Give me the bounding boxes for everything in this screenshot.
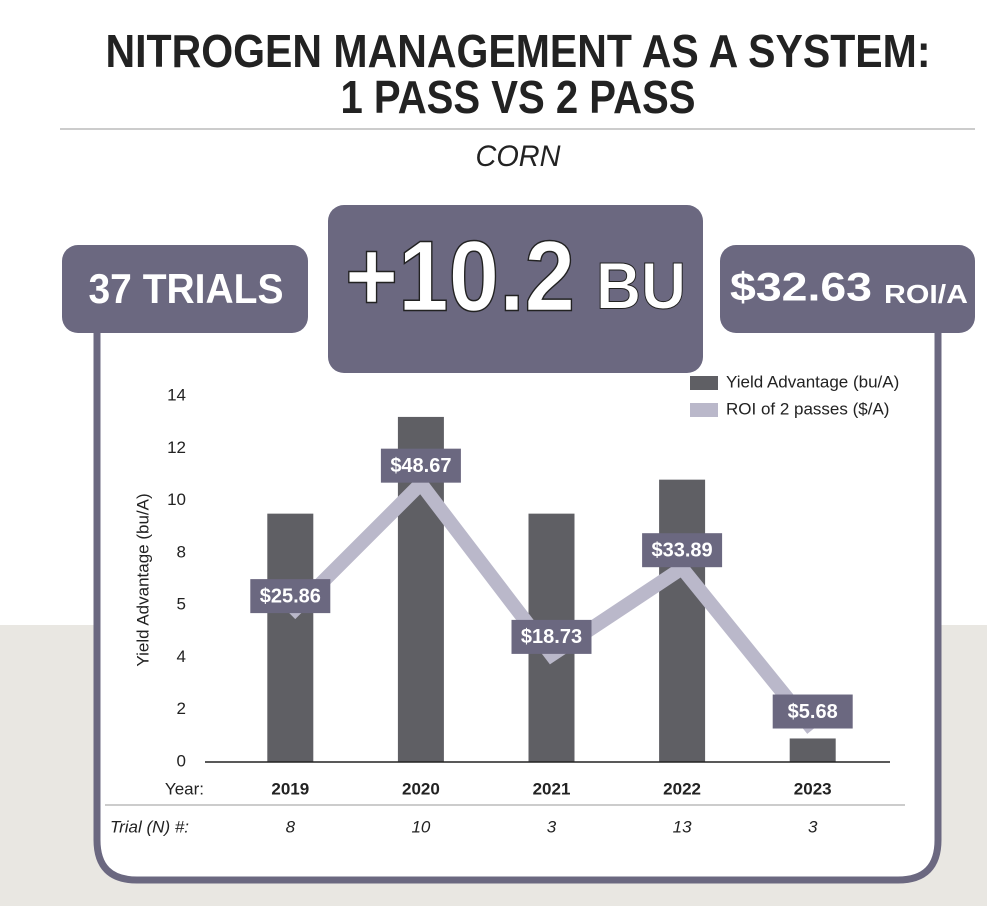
- y-tick-label: 14: [167, 385, 186, 404]
- stat-box: [62, 245, 308, 333]
- stat-trials: 37 TRIALS: [89, 265, 284, 312]
- y-tick-label: 5: [177, 595, 186, 614]
- value-label: $33.89: [652, 539, 713, 561]
- x-tick-label: 2023: [794, 779, 832, 798]
- trial-label: Trial (N) #:: [110, 817, 189, 836]
- trial-count: 13: [673, 817, 692, 836]
- x-tick-label: 2022: [663, 779, 701, 798]
- trial-count: 3: [547, 817, 557, 836]
- y-tick-label: 8: [177, 542, 186, 561]
- bar: [267, 513, 314, 762]
- trial-count: 3: [808, 817, 818, 836]
- value-label-box: [642, 533, 723, 568]
- bar: [659, 479, 706, 762]
- y-tick-label: 0: [177, 751, 186, 770]
- value-label-box: [250, 579, 331, 614]
- value-label-box: [380, 448, 461, 483]
- stat-yield-unit: BU: [596, 248, 686, 322]
- subtitle: CORN: [476, 140, 561, 173]
- roi-line: [285, 473, 819, 734]
- year-label: Year:: [165, 779, 204, 798]
- y-axis-label: Yield Advantage (bu/A): [133, 493, 152, 666]
- stat-roi-unit: ROI/A: [884, 279, 968, 309]
- stat-roi: $32.63: [730, 266, 872, 310]
- value-label: $48.67: [390, 455, 451, 477]
- stat-yield: +10.2: [345, 220, 575, 332]
- stat-box: [328, 205, 703, 373]
- bar: [789, 738, 836, 762]
- legend-swatch: [690, 403, 718, 417]
- y-tick-label: 10: [167, 490, 186, 509]
- panel-outline: [93, 330, 942, 884]
- legend-swatch: [690, 376, 718, 390]
- y-tick-label: 12: [167, 438, 186, 457]
- legend-label: Yield Advantage (bu/A): [726, 372, 899, 391]
- title-line: NITROGEN MANAGEMENT AS A SYSTEM:: [106, 25, 931, 77]
- x-tick-label: 2019: [271, 779, 309, 798]
- x-tick-label: 2021: [533, 779, 571, 798]
- trial-count: 8: [286, 817, 296, 836]
- plot: 0 2 4 5 8 10 12 14 $25.86 $48.67 $18.73 $33.89 $5.68…: [167, 372, 899, 836]
- x-tick-label: 2020: [402, 779, 440, 798]
- value-label: $25.86: [260, 585, 321, 607]
- value-label-box: [511, 619, 592, 654]
- value-label: $18.73: [521, 626, 582, 648]
- title-line: 1 PASS VS 2 PASS: [341, 71, 696, 123]
- legend-label: ROI of 2 passes ($/A): [726, 399, 889, 418]
- stat-box: [720, 245, 975, 333]
- y-tick-label: 4: [177, 647, 186, 666]
- y-tick-label: 2: [177, 699, 186, 718]
- trial-count: 10: [411, 817, 430, 836]
- value-label: $5.68: [788, 701, 838, 723]
- value-label-box: [772, 694, 853, 729]
